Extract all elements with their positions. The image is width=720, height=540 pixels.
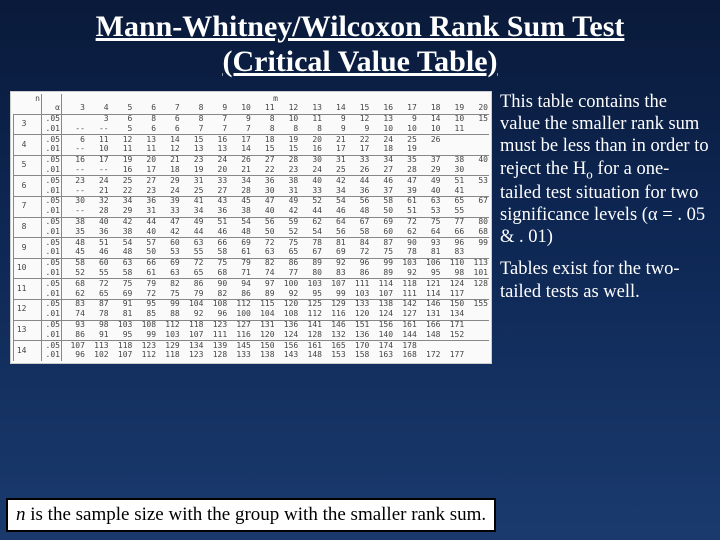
footnote: n is the sample size with the group with… bbox=[6, 498, 496, 532]
desc-paragraph-1: This table contains the value the smalle… bbox=[500, 91, 710, 248]
critical-value-table: nmα345678910111213141516171819203.053686… bbox=[10, 91, 492, 364]
content-row: nmα345678910111213141516171819203.053686… bbox=[0, 79, 720, 364]
description: This table contains the value the smalle… bbox=[500, 91, 710, 364]
page-title: Mann-Whitney/Wilcoxon Rank Sum Test (Cri… bbox=[0, 0, 720, 79]
desc-paragraph-2: Tables exist for the two-tailed tests as… bbox=[500, 258, 710, 302]
